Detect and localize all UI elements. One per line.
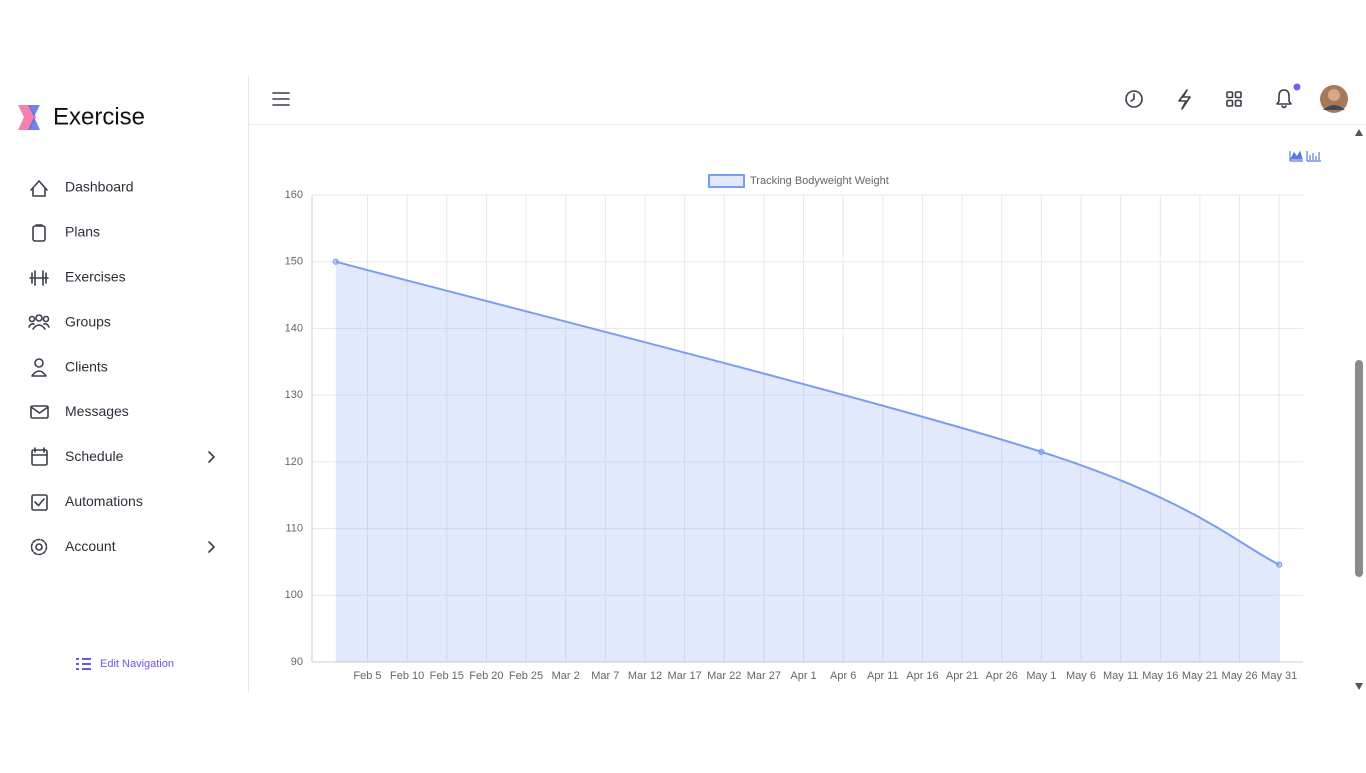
x-tick-label: Mar 7 <box>591 670 619 682</box>
chart: 90 100 110 120 130 140 150 160 Feb 5 Feb 10 Feb 15… <box>285 174 1303 682</box>
avatar[interactable] <box>1320 85 1348 113</box>
x-tick-label: Apr 11 <box>867 670 899 682</box>
nav-item[interactable]: Schedule <box>65 448 124 464</box>
chart-type-icons[interactable] <box>1289 150 1321 162</box>
point <box>332 258 339 265</box>
y-tick-label: 150 <box>285 256 303 268</box>
scrollbar[interactable] <box>1355 129 1363 690</box>
x-tick-label: Feb 5 <box>353 670 381 682</box>
x-tick-label: Mar 27 <box>747 670 781 682</box>
point <box>1038 448 1045 455</box>
x-tick-label: May 1 <box>1026 670 1056 682</box>
y-tick-label: 100 <box>285 589 303 601</box>
line <box>335 260 1280 566</box>
x-tick-label: Apr 16 <box>906 670 938 682</box>
x-tick-label: Feb 15 <box>430 670 464 682</box>
x-tick-label: Mar 12 <box>628 670 662 682</box>
nav-item[interactable]: Messages <box>65 403 129 419</box>
nav-item[interactable]: Dashboard <box>65 179 134 195</box>
x-tick-label: Apr 21 <box>946 670 978 682</box>
x-tick-label: Feb 20 <box>469 670 503 682</box>
nav-icons <box>28 180 215 556</box>
x-tick-label: Mar 17 <box>667 670 701 682</box>
y-tick-label: 120 <box>285 456 303 468</box>
nav-item[interactable]: Automations <box>65 493 143 509</box>
x-tick-label: May 11 <box>1103 670 1138 682</box>
y-tick-label: 140 <box>285 322 303 334</box>
nav-item[interactable]: Plans <box>65 224 100 240</box>
nav-item[interactable]: Exercises <box>65 269 126 285</box>
y-tick-label: 160 <box>285 189 303 201</box>
x-tick-label: May 16 <box>1142 670 1178 682</box>
nav-item[interactable]: Groups <box>65 313 111 329</box>
brand: Exercise <box>53 103 145 130</box>
bolt-icon[interactable] <box>1178 89 1191 110</box>
x-tick-label: Mar 2 <box>552 670 580 682</box>
clock-icon[interactable] <box>1125 90 1143 108</box>
edit-navigation[interactable]: Edit Navigation <box>100 658 174 670</box>
x-tick-label: Apr 1 <box>790 670 816 682</box>
x-tick-label: Feb 25 <box>509 670 543 682</box>
y-tick-label: 110 <box>285 522 303 534</box>
legend-swatch <box>708 174 745 188</box>
area <box>335 261 1280 662</box>
point <box>1276 561 1283 568</box>
menu-button[interactable] <box>272 92 290 106</box>
logo <box>18 105 40 130</box>
x-tick-label: May 6 <box>1066 670 1096 682</box>
bell-icon[interactable] <box>1276 83 1301 109</box>
x-tick-label: May 26 <box>1222 670 1258 682</box>
nav-item[interactable]: Clients <box>65 358 108 374</box>
x-tick-label: May 21 <box>1182 670 1218 682</box>
x-tick-label: Feb 10 <box>390 670 424 682</box>
x-tick-label: May 31 <box>1261 670 1297 682</box>
x-tick-label: Mar 22 <box>707 670 741 682</box>
legend-label: Tracking Bodyweight Weight <box>750 175 889 187</box>
x-tick-label: Apr 6 <box>830 670 856 682</box>
edit-nav-icon <box>76 658 91 670</box>
y-tick-label: 90 <box>291 656 303 668</box>
apps-icon[interactable] <box>1226 91 1242 107</box>
nav-item[interactable]: Account <box>65 538 116 554</box>
y-tick-label: 130 <box>285 389 303 401</box>
x-tick-label: Apr 26 <box>986 670 1018 682</box>
